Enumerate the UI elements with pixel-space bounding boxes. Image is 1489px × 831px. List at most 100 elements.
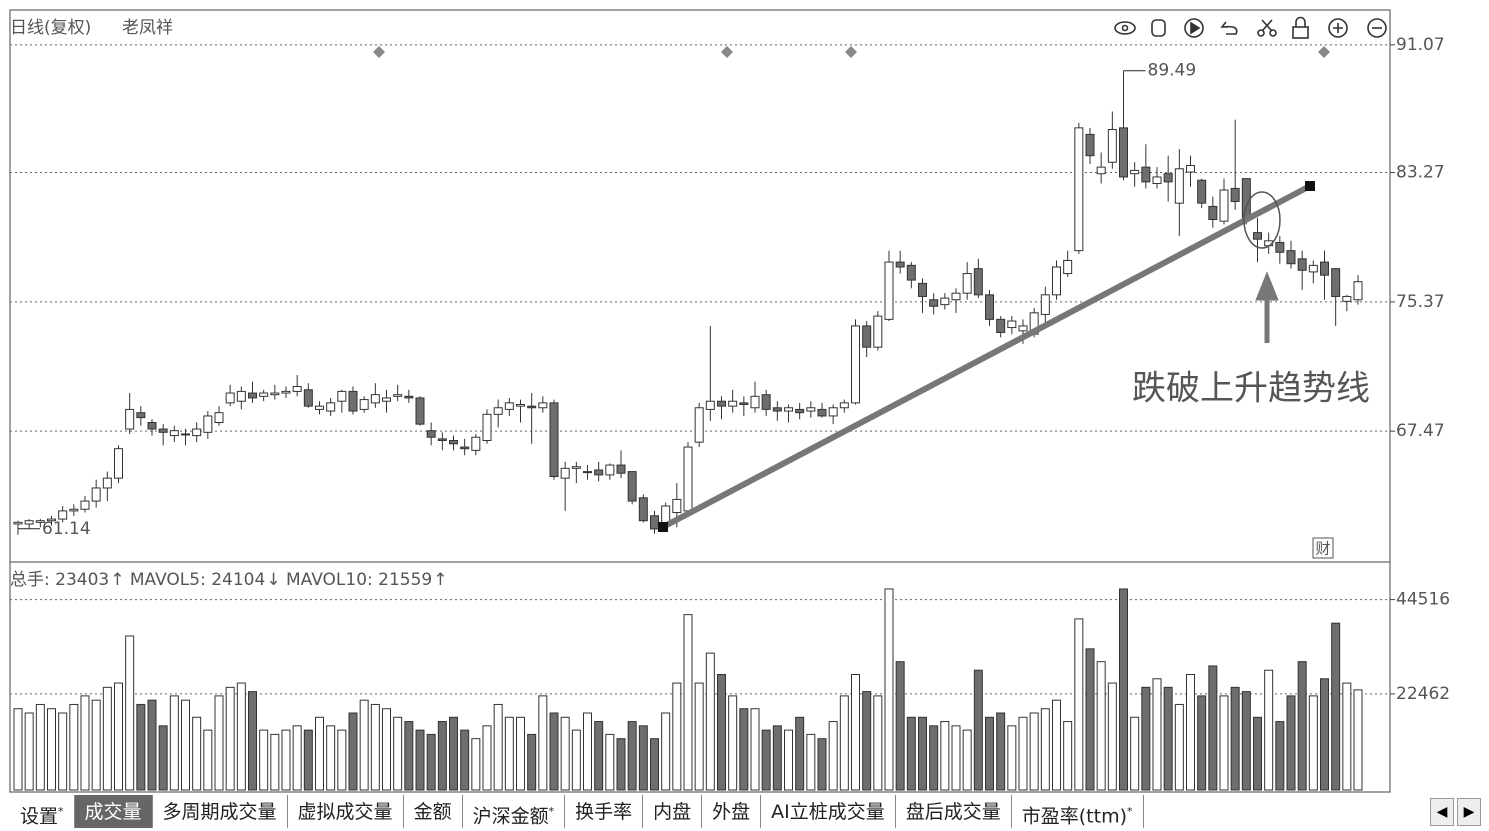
candle-body — [69, 508, 79, 512]
tab[interactable]: 成交量 — [74, 795, 153, 828]
trend-line — [661, 183, 1312, 530]
tab-marker: * — [58, 805, 64, 818]
tab[interactable]: 外盘 — [702, 795, 762, 828]
volume-bar — [80, 695, 90, 791]
tab[interactable]: 盘后成交量 — [895, 795, 1012, 828]
tab-marker: * — [1127, 805, 1133, 818]
candle-body — [359, 399, 369, 410]
volume-bar — [348, 712, 358, 791]
tab[interactable]: 市盈率(ttm)* — [1011, 795, 1144, 828]
candle-body — [918, 282, 927, 297]
candle-body — [873, 315, 883, 348]
candle-body — [13, 521, 23, 525]
volume-bar — [370, 703, 380, 791]
tab[interactable]: 沪深金额* — [462, 795, 566, 828]
candle-body — [1208, 205, 1218, 221]
volume-bar — [158, 725, 168, 791]
candle-body — [102, 477, 112, 489]
tab-label: 沪深金额 — [472, 805, 549, 828]
candle-body — [1308, 264, 1318, 273]
volume-bar — [627, 721, 637, 791]
scroll-left[interactable]: ◀ — [1430, 798, 1454, 826]
toolbar[interactable] — [1114, 16, 1387, 39]
candle-body — [571, 466, 581, 469]
volume-bar — [1096, 661, 1106, 791]
volume-bar — [1320, 678, 1329, 791]
frame — [9, 9, 1391, 793]
volume-bar — [91, 699, 101, 791]
volume-bar — [549, 712, 559, 791]
candle-body — [493, 407, 503, 415]
tab[interactable]: AI立桩成交量 — [761, 795, 896, 828]
volume-bar — [817, 738, 827, 791]
volume-bar — [516, 716, 525, 791]
tab[interactable]: 换手率 — [565, 795, 644, 828]
tab-bar: 设置* 成交量 多周期成交量 虚拟成交量 金额 沪深金额* 换手率 内盘 外盘 AI立桩成交量 盘后… — [10, 795, 1144, 828]
legend-arrow: ↓ — [266, 570, 280, 590]
candle-body — [24, 520, 34, 525]
candle-body — [1219, 189, 1229, 222]
candle-body — [806, 407, 816, 412]
legend-label: MAVOL5: — [130, 570, 211, 590]
y-tick-label: 67.47 — [1396, 421, 1445, 441]
volume-bar — [1186, 674, 1195, 791]
candle-body — [516, 403, 525, 407]
volume-bar — [326, 725, 336, 791]
volume-bar — [1107, 682, 1117, 791]
volume-bar — [281, 729, 291, 791]
volume-bar — [895, 661, 905, 791]
candle-body — [1007, 320, 1017, 329]
volume-bar — [1297, 661, 1307, 791]
candle-body — [259, 392, 269, 397]
candle-body — [795, 408, 805, 414]
volume-bar — [705, 652, 715, 791]
y-tick-label: 44516 — [1396, 590, 1450, 610]
legend-value: 23403 — [55, 570, 109, 590]
volume-bar — [761, 729, 771, 791]
volume-bar — [538, 695, 548, 791]
candle-body — [1286, 250, 1296, 265]
tab[interactable]: 设置* — [10, 795, 75, 828]
candle-body — [895, 261, 905, 268]
tab-label: 外盘 — [712, 801, 751, 823]
candle-body — [281, 390, 291, 394]
volume-bar — [884, 588, 894, 791]
candle-body — [1320, 261, 1329, 276]
volume-bar — [728, 695, 738, 791]
tab[interactable]: 内盘 — [643, 795, 703, 828]
candle-body — [1230, 187, 1240, 203]
candle-body — [415, 397, 425, 425]
candle-body — [761, 394, 771, 410]
volume-bar — [560, 716, 570, 791]
volume-bar — [795, 716, 805, 791]
badge-box[interactable] — [1312, 537, 1334, 559]
volume-bar — [1163, 686, 1173, 791]
tab[interactable]: 多周期成交量 — [152, 795, 288, 828]
tab[interactable]: 虚拟成交量 — [287, 795, 404, 828]
scroll-right[interactable]: ▶ — [1457, 798, 1481, 826]
volume-bar — [102, 686, 112, 791]
volume-bar — [1040, 708, 1050, 791]
candle-body — [203, 415, 213, 433]
badge[interactable]: 财 — [1315, 540, 1330, 558]
volume-bar — [192, 716, 202, 791]
candle-body — [136, 412, 146, 419]
volume-bar — [1007, 725, 1017, 791]
candle-body — [1297, 258, 1307, 271]
tab[interactable]: 金额 — [403, 795, 463, 828]
candle-body — [1353, 281, 1363, 301]
candle-body — [627, 471, 637, 502]
volume-bar — [527, 733, 537, 791]
volume-bar — [683, 614, 693, 791]
volume-bar — [717, 674, 726, 791]
volume-bar — [1308, 695, 1318, 791]
event-markers — [373, 46, 1330, 58]
candle-body — [694, 407, 704, 443]
candle-body — [973, 268, 983, 296]
candle-body — [672, 498, 682, 514]
legend-arrow: ↑ — [110, 570, 124, 590]
volume-bar — [493, 703, 503, 791]
candle-body — [996, 318, 1006, 333]
candle-body — [1174, 168, 1184, 204]
volume-bar — [806, 733, 816, 791]
